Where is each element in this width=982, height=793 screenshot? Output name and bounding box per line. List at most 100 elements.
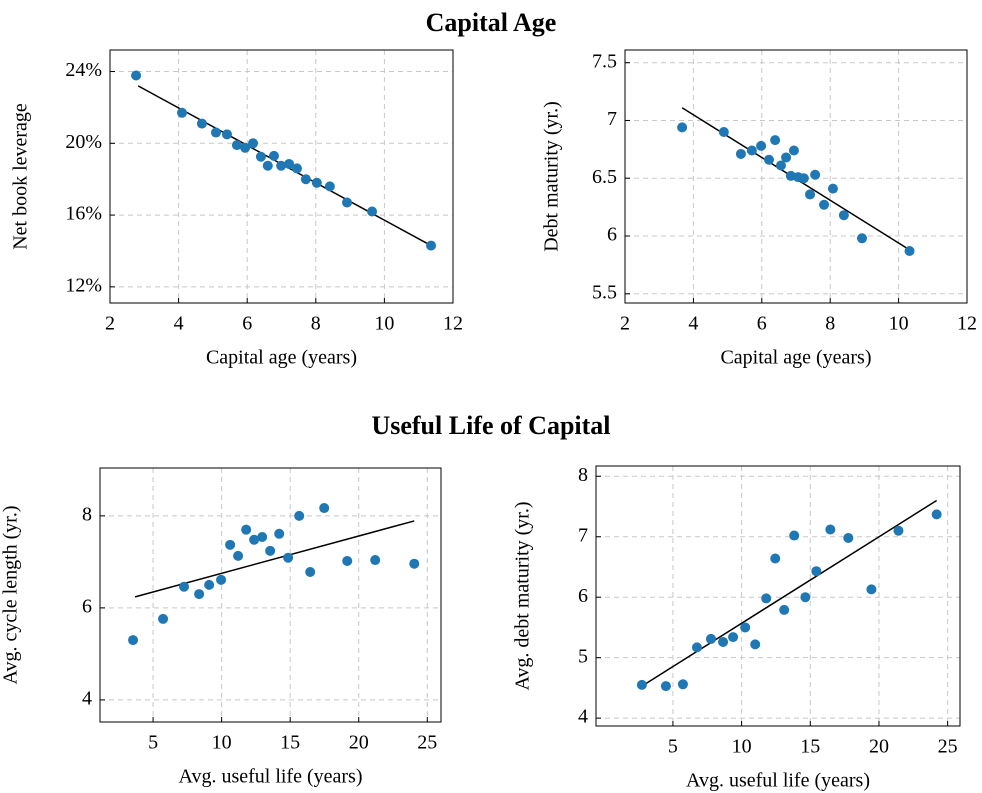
group-title: Useful Life of Capital: [371, 411, 610, 440]
point: [761, 593, 772, 604]
y-tick-label: 16%: [65, 203, 102, 225]
point: [240, 142, 251, 153]
point: [196, 118, 207, 129]
plot-frame: [595, 465, 961, 727]
x-tick-label: 5: [148, 732, 158, 754]
point: [838, 210, 849, 221]
point: [810, 169, 821, 180]
point: [866, 584, 877, 595]
y-tick-label: 12%: [65, 274, 102, 296]
point: [284, 158, 295, 169]
point: [426, 240, 437, 251]
point: [718, 636, 729, 647]
x-tick-label: 15: [280, 732, 300, 754]
point: [311, 177, 322, 188]
x-tick-label: 8: [825, 313, 835, 335]
y-tick-label: 20%: [65, 131, 102, 153]
x-tick-label: 12: [957, 313, 977, 335]
point: [262, 160, 273, 171]
point: [291, 163, 302, 174]
x-tick-label: 6: [757, 313, 767, 335]
y-tick-label: 4: [82, 688, 92, 710]
x-tick-label: 2: [105, 313, 115, 335]
point: [798, 173, 809, 184]
point: [750, 639, 761, 650]
point: [660, 681, 671, 692]
point: [342, 555, 353, 566]
point: [221, 129, 232, 140]
point: [128, 635, 139, 646]
point: [746, 145, 757, 156]
point: [705, 633, 716, 644]
y-axis-label: Avg. cycle length (yr.): [0, 505, 22, 684]
x-axis-label: Capital age (years): [720, 347, 871, 369]
point: [718, 127, 729, 138]
point: [843, 532, 854, 543]
point: [319, 503, 330, 514]
point: [194, 589, 205, 600]
x-axis-label: Avg. useful life (years): [686, 770, 870, 792]
point: [800, 592, 811, 603]
point: [216, 574, 227, 585]
y-axis-label: Net book leverage: [10, 103, 32, 250]
point: [274, 528, 285, 539]
point: [233, 550, 244, 561]
point: [819, 199, 830, 210]
x-tick-label: 20: [349, 732, 369, 754]
point: [179, 581, 190, 592]
point: [177, 107, 188, 118]
x-tick-label: 6: [242, 313, 252, 335]
x-tick-label: 4: [688, 313, 698, 335]
point: [204, 579, 215, 590]
plot-frame: [624, 49, 968, 304]
point: [342, 197, 353, 208]
point: [210, 127, 221, 138]
y-tick-label: 6: [578, 585, 588, 607]
x-axis-label: Avg. useful life (years): [178, 766, 362, 788]
x-tick-label: 20: [869, 736, 889, 758]
y-tick-label: 4: [578, 706, 588, 728]
point: [825, 524, 836, 535]
point: [131, 70, 142, 81]
y-tick-label: 7.5: [592, 50, 617, 72]
group-title: Capital Age: [426, 8, 557, 37]
x-tick-label: 25: [938, 736, 958, 758]
plot-frame: [99, 467, 442, 723]
point: [691, 642, 702, 653]
point: [409, 558, 420, 569]
y-axis-label: Avg. debt maturity (yr.): [512, 501, 534, 690]
y-axis-label: Debt maturity (yr.): [541, 101, 563, 252]
y-tick-label: 7: [578, 524, 588, 546]
point: [805, 189, 816, 200]
point: [283, 552, 294, 563]
point: [893, 525, 904, 536]
x-axis-label: Capital age (years): [206, 347, 357, 369]
x-tick-label: 8: [311, 313, 321, 335]
fit-line: [641, 499, 938, 687]
point: [789, 530, 800, 541]
point: [770, 553, 781, 564]
point: [268, 150, 279, 161]
x-tick-label: 25: [417, 732, 437, 754]
point: [257, 532, 268, 543]
plot-frame: [109, 49, 454, 304]
point: [294, 510, 305, 521]
y-tick-label: 6: [607, 224, 617, 246]
x-tick-label: 2: [620, 313, 630, 335]
y-tick-label: 8: [82, 503, 92, 525]
point: [740, 622, 751, 633]
point: [255, 151, 266, 162]
point: [904, 246, 915, 257]
y-tick-label: 5: [578, 645, 588, 667]
y-tick-label: 24%: [65, 59, 102, 81]
point: [249, 534, 260, 545]
point: [770, 135, 781, 146]
x-tick-label: 4: [174, 313, 184, 335]
point: [225, 539, 236, 550]
x-tick-label: 10: [732, 736, 752, 758]
point: [276, 160, 287, 171]
point: [158, 613, 169, 624]
x-tick-label: 10: [212, 732, 232, 754]
y-tick-label: 8: [578, 464, 588, 486]
point: [636, 679, 647, 690]
